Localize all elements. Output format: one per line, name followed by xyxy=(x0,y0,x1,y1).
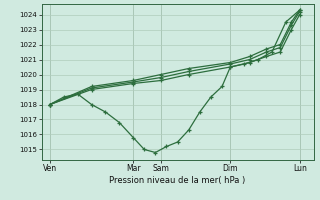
X-axis label: Pression niveau de la mer( hPa ): Pression niveau de la mer( hPa ) xyxy=(109,176,246,185)
